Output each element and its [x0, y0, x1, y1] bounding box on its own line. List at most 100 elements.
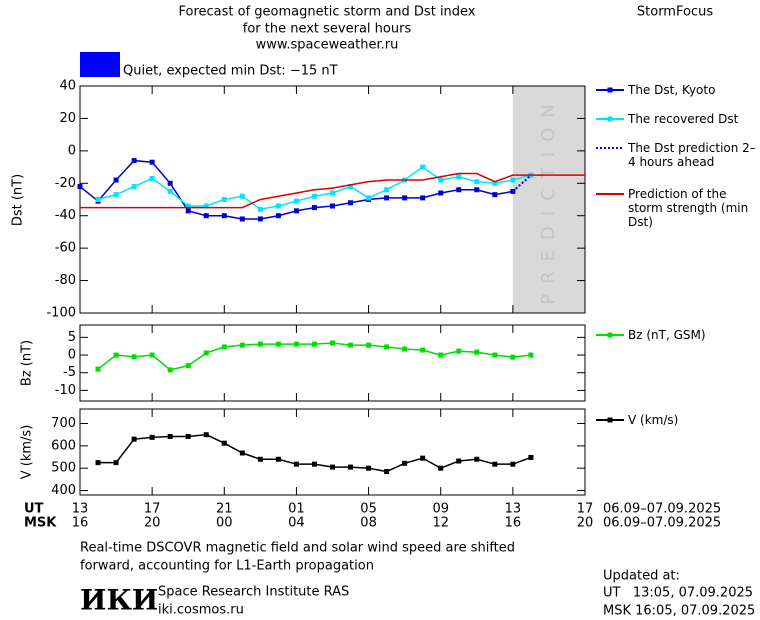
data-point [203, 213, 209, 219]
data-point [528, 454, 534, 460]
data-point [257, 341, 263, 347]
legend-entry: Prediction of the storm strength (min Ds… [628, 187, 749, 229]
y-axis-label: V (km/s) [20, 425, 35, 480]
data-point [492, 461, 498, 467]
y-tick-label: 0 [68, 348, 76, 363]
y-tick-label: 600 [51, 438, 76, 453]
plot-frame [79, 324, 586, 402]
brand: StormFocus [637, 5, 713, 20]
data-point [167, 367, 173, 373]
y-axis-label: Bz (nT) [20, 340, 35, 386]
data-point [113, 192, 119, 198]
data-point [384, 469, 390, 475]
data-point [456, 187, 462, 193]
data-point [438, 177, 444, 183]
x-tick-label: 13 [505, 502, 522, 517]
date-range: 06.09–07.09.2025 [603, 502, 721, 517]
data-point [131, 184, 137, 190]
x-row-label: UT [24, 502, 44, 517]
x-tick-label: 05 [360, 502, 377, 517]
data-point [474, 349, 480, 355]
legend-marker [607, 332, 613, 338]
y-tick-label: -5 [63, 365, 76, 380]
data-point [275, 456, 281, 462]
note-line: forward, accounting for L1-Earth propaga… [80, 559, 374, 574]
data-point [167, 188, 173, 194]
x-tick-label: 17 [144, 502, 161, 517]
data-point [366, 195, 372, 201]
updated-line: Updated at: [603, 569, 680, 584]
series-line [80, 172, 585, 209]
data-point [366, 465, 372, 471]
data-point [275, 213, 281, 219]
x-tick-label: 12 [432, 516, 449, 531]
data-point [113, 460, 119, 466]
data-point [420, 164, 426, 170]
y-tick-label: 700 [51, 416, 76, 431]
legend-entry: Bz (nT, GSM) [628, 328, 706, 342]
prediction-band [512, 86, 585, 313]
data-point [113, 177, 119, 183]
data-point [149, 175, 155, 181]
data-point [257, 216, 263, 222]
data-point [203, 350, 209, 356]
data-point [348, 464, 354, 470]
data-point [492, 192, 498, 198]
data-point [330, 464, 335, 470]
y-tick-label: -60 [55, 241, 76, 256]
data-point [185, 433, 191, 439]
x-tick-label: 20 [577, 516, 594, 531]
y-tick-label: 0 [68, 143, 76, 158]
data-point [474, 179, 480, 185]
legend-entry: The Dst, Kyoto [628, 83, 716, 97]
data-point [95, 460, 101, 466]
note-line: Real-time DSCOVR magnetic field and sola… [80, 541, 515, 556]
status-swatch [80, 52, 120, 77]
data-point [185, 208, 191, 214]
x-tick-label: 16 [72, 516, 89, 531]
site: iki.cosmos.ru [158, 603, 244, 618]
plot-frame [79, 408, 586, 496]
data-point [221, 197, 227, 202]
y-tick-label: -40 [55, 208, 76, 223]
data-point [330, 190, 335, 196]
data-point [131, 436, 137, 442]
updated-line: UT 13:05, 07.09.2025 [603, 586, 753, 601]
x-tick-label: 04 [288, 516, 305, 531]
x-tick-label: 17 [577, 502, 594, 517]
data-point [348, 184, 354, 190]
data-point [438, 465, 444, 471]
data-point [185, 203, 191, 209]
data-point [510, 177, 516, 183]
y-tick-label: -100 [46, 306, 76, 321]
y-tick-label: 20 [59, 111, 76, 126]
x-tick-label: 01 [288, 502, 305, 517]
data-point [221, 213, 227, 219]
series-line [97, 342, 531, 371]
x-row-label: MSK [24, 516, 57, 531]
data-point [149, 434, 155, 440]
x-tick-label: 00 [216, 516, 233, 531]
data-point [275, 341, 281, 347]
data-point [185, 363, 191, 369]
data-point [402, 460, 408, 466]
logo: ИКИ [80, 584, 158, 617]
data-point [149, 352, 155, 358]
legend-marker [607, 417, 613, 423]
data-point [384, 195, 390, 201]
data-point [402, 346, 408, 352]
data-point [95, 197, 101, 202]
data-point [293, 198, 299, 204]
data-point [348, 200, 354, 206]
y-tick-label: 5 [68, 330, 76, 345]
data-point [293, 208, 299, 214]
x-tick-label: 08 [360, 516, 377, 531]
y-tick-label: 500 [51, 461, 76, 476]
updated-line: MSK 16:05, 07.09.2025 [603, 604, 755, 619]
data-point [348, 342, 354, 348]
data-point [239, 216, 245, 222]
data-point [311, 205, 317, 211]
data-point [510, 461, 516, 467]
